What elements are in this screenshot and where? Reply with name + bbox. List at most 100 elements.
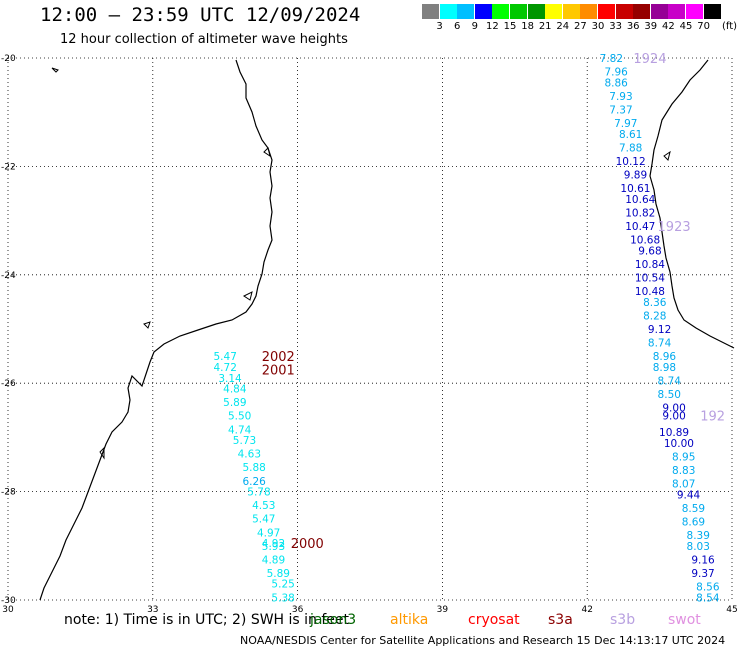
wave-height-value: 8.36: [643, 297, 667, 309]
track-id-label: 2000: [291, 537, 324, 552]
colorbar-label: 9: [471, 21, 478, 32]
colorbar-swatch: [492, 4, 510, 19]
colorbar-label: 39: [644, 21, 658, 32]
colorbar-swatch: [439, 4, 457, 19]
madagascar-coastline: [649, 59, 735, 349]
lat-lon-grid: [7, 57, 733, 601]
colorbar-swatch: [527, 4, 545, 19]
wave-height-value: 7.97: [614, 118, 637, 130]
colorbar-swatch: [686, 4, 703, 19]
wave-height-value: 8.54: [696, 592, 720, 604]
colorbar-swatch: [633, 4, 651, 19]
wave-height-value: 8.50: [658, 389, 681, 401]
lon-tick-label: 33: [147, 605, 158, 615]
wave-height-value: 4.63: [238, 449, 261, 461]
wave-height-value: 4.84: [223, 384, 247, 396]
lat-tick-label: -22: [1, 162, 16, 172]
legend-altika: altika: [390, 612, 429, 628]
credit-line: NOAA/NESDIS Center for Satellite Applica…: [240, 634, 726, 647]
lon-tick-label: 30: [2, 605, 14, 615]
wave-height-value: 10.89: [659, 427, 689, 439]
africa-coastline: [39, 59, 273, 601]
wave-height-value: 4.92: [262, 538, 285, 550]
lon-tick-label: 45: [726, 605, 737, 615]
wave-height-value: 8.86: [604, 77, 628, 89]
colorbar-label: 12: [486, 21, 499, 32]
wave-height-value: 5.89: [267, 568, 290, 580]
wave-height-value: 8.83: [672, 465, 695, 477]
wave-height-value: 8.56: [696, 581, 720, 593]
wave-height-value: 9.16: [691, 554, 715, 566]
colorbar-swatch: [457, 4, 475, 19]
wave-height-value: 10.54: [635, 273, 665, 285]
wave-height-value: 10.84: [635, 259, 665, 271]
islet-4: [143, 321, 151, 329]
wave-height-value: 4.72: [214, 362, 237, 374]
wave-height-value: 5.25: [271, 579, 294, 591]
track-id-label: 2002: [262, 350, 295, 365]
track-id-label: 192: [700, 410, 725, 425]
wave-height-value: 8.59: [682, 503, 705, 515]
colorbar-label: 30: [591, 21, 605, 32]
colorbar-label: 36: [626, 21, 640, 32]
wave-height-value: 8.95: [672, 451, 695, 463]
wave-height-value: 10.12: [616, 156, 646, 168]
colorbar-label: 21: [538, 21, 552, 32]
wave-height-value: 4.89: [262, 554, 285, 566]
map-title: 12:00 — 23:59 UTC 12/09/2024: [40, 4, 361, 26]
islet-6: [663, 150, 671, 161]
wave-height-value: 10.47: [625, 221, 655, 233]
colorbar-label: 42: [662, 21, 675, 32]
wave-height-value: 9.89: [624, 170, 647, 182]
footnote: note: 1) Time is in UTC; 2) SWH is in fe…: [64, 612, 350, 628]
colorbar-unit: (ft): [722, 21, 738, 32]
wave-height-value: 9.37: [691, 568, 714, 580]
colorbar-swatch: [703, 4, 721, 19]
colorbar-label: 15: [503, 21, 517, 32]
wave-height-value: 5.50: [228, 411, 251, 423]
colorbar-swatch: [668, 4, 686, 19]
legend-s3b: s3b: [610, 612, 636, 628]
colorbar-swatch: [510, 4, 527, 19]
wave-height-value: 10.48: [635, 286, 665, 298]
track-id-label: 1924: [633, 52, 666, 67]
wave-height-value: 8.98: [653, 362, 676, 374]
wave-height-value: 4.74: [228, 424, 252, 436]
legend-jason3: jason3: [310, 612, 357, 628]
track-id-label: 1923: [658, 220, 691, 235]
islet-5: [99, 446, 105, 460]
colorbar-swatch: [545, 4, 563, 19]
wave-height-value: 7.96: [604, 67, 628, 79]
colorbar-swatch: [598, 4, 615, 19]
wave-height-value: 8.96: [653, 351, 677, 363]
wave-height-value: 5.89: [223, 397, 246, 409]
colorbar-label: 3: [436, 21, 443, 32]
wave-height-value: 6.26: [242, 476, 266, 488]
legend-cryosat: cryosat: [468, 612, 520, 628]
colorbar-swatch: [615, 4, 633, 19]
colorbar-label: 33: [609, 21, 622, 32]
lat-tick-label: -24: [1, 271, 16, 281]
islet-1: [51, 67, 59, 73]
colorbar-swatch: [650, 4, 668, 19]
wave-height-value: 5.38: [271, 592, 294, 604]
wave-height-value: 8.28: [643, 310, 666, 322]
wave-height-value: 9.00: [662, 403, 685, 415]
wave-height-value: 8.69: [682, 516, 705, 528]
altimeter-track-values: 5.474.723.144.845.895.504.745.734.635.88…: [214, 53, 720, 604]
wave-height-value: 8.61: [619, 129, 642, 141]
lat-tick-label: -20: [1, 54, 16, 64]
wave-height-value: 5.78: [247, 487, 270, 499]
track-id-label: 2001: [262, 364, 295, 379]
wave-height-value: 10.82: [625, 207, 655, 219]
wave-height-value: 9.44: [677, 489, 701, 501]
lat-tick-label: -30: [1, 596, 16, 606]
map-subtitle: 12 hour collection of altimeter wave hei…: [60, 32, 348, 47]
islet-2: [263, 147, 271, 158]
lon-tick-label: 39: [437, 605, 449, 615]
wave-height-value: 8.07: [672, 478, 695, 490]
wave-height-value: 3.14: [218, 373, 242, 385]
